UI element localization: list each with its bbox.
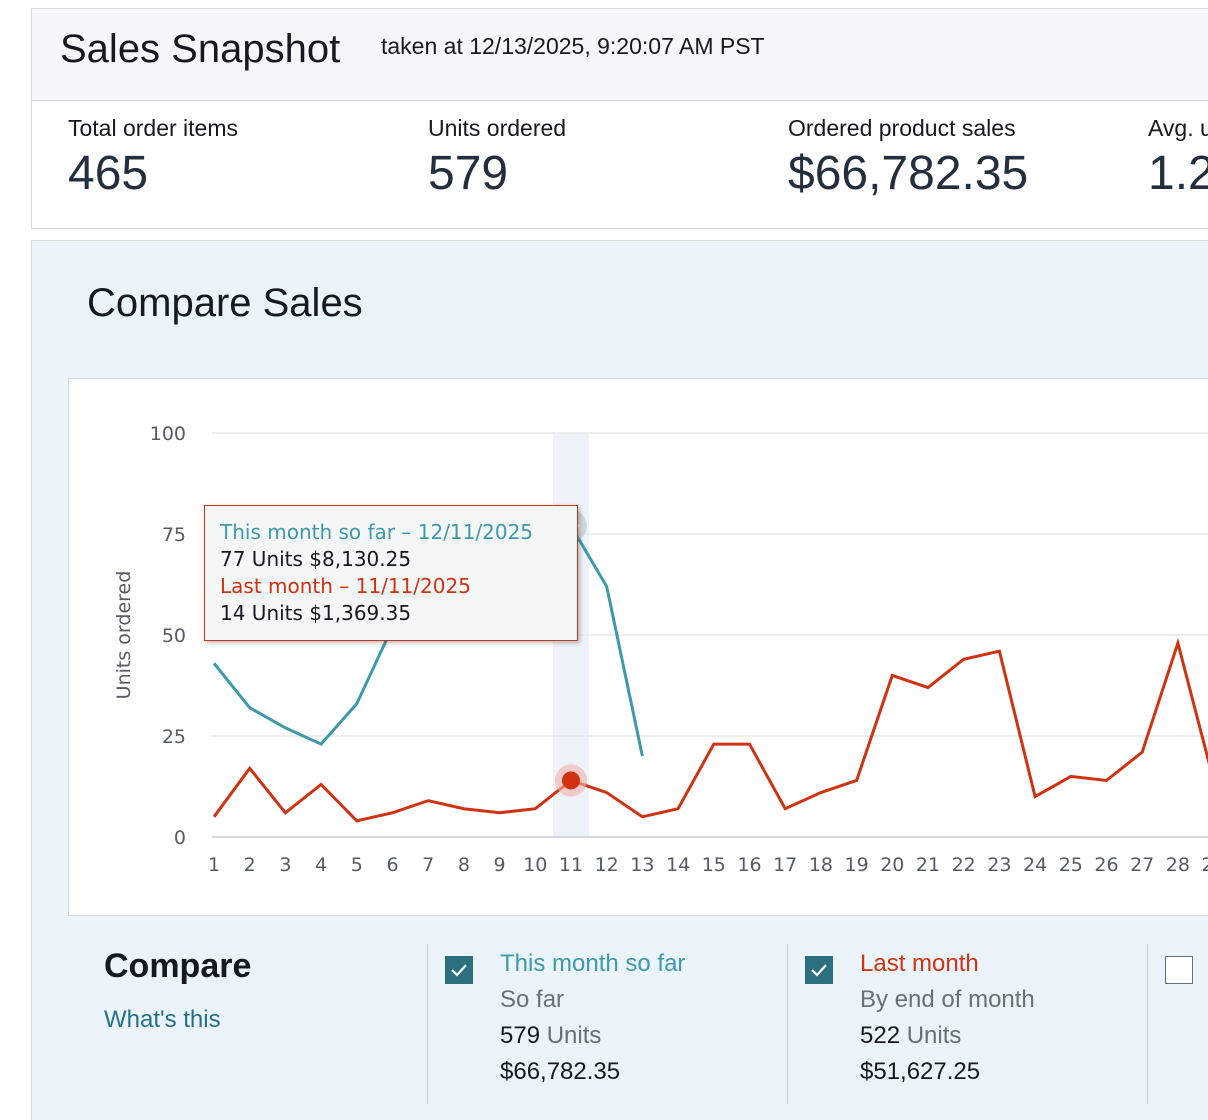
x-tick-label: 16 xyxy=(737,854,761,876)
snapshot-timestamp: taken at 12/13/2025, 9:20:07 AM PST xyxy=(381,33,765,59)
y-axis-label: Units ordered xyxy=(113,571,135,700)
x-tick-label: 25 xyxy=(1059,854,1083,876)
this-month-units: 579 Units xyxy=(500,1018,685,1054)
metric-label: Units ordered xyxy=(428,115,567,141)
sales-snapshot-header: Sales Snapshot taken at 12/13/2025, 9:20… xyxy=(31,8,1208,101)
this-month-label: This month so far xyxy=(500,950,686,977)
this-month-sub: So far xyxy=(500,986,565,1013)
x-tick-label: 24 xyxy=(1023,854,1047,876)
x-tick-label: 29 xyxy=(1202,854,1208,876)
divider xyxy=(427,944,428,1104)
metrics-row: Total order items 465 Units ordered 579 … xyxy=(31,101,1208,229)
metric-value: 465 xyxy=(68,147,149,200)
x-tick-label: 13 xyxy=(630,854,654,876)
tooltip-last-month-label: Last month – 11/11/2025 xyxy=(220,574,471,598)
x-tick-label: 5 xyxy=(351,854,363,876)
metric-label: Ordered product sales xyxy=(788,115,1016,141)
metric-total-order-items: Total order items 465 xyxy=(68,115,238,201)
x-tick-label: 18 xyxy=(809,854,833,876)
tooltip-this-month-label: This month so far – 12/11/2025 xyxy=(220,520,534,544)
metric-avg-units: Avg. u 1.2 xyxy=(1148,115,1208,201)
units-value: 579 xyxy=(500,1022,541,1049)
divider xyxy=(787,944,788,1104)
check-icon xyxy=(811,964,827,977)
x-tick-label: 22 xyxy=(952,854,976,876)
last-month-checkbox[interactable] xyxy=(805,956,833,984)
x-tick-label: 17 xyxy=(773,854,797,876)
last-month-label: Last month xyxy=(860,950,979,977)
metric-value: 1.2 xyxy=(1148,147,1208,200)
x-tick-label: 10 xyxy=(523,854,547,876)
this-month-checkbox[interactable] xyxy=(445,956,473,984)
x-tick-label: 20 xyxy=(880,854,904,876)
y-tick-label: 50 xyxy=(162,625,186,647)
compare-sales-panel: Compare Sales 0 25 50 75 100 1 2 3 4 5 6 7 8 9 10 11 12 1… xyxy=(31,240,1208,1120)
x-tick-label: 19 xyxy=(845,854,869,876)
y-tick-label: 100 xyxy=(150,423,186,445)
metric-units-ordered: Units ordered 579 xyxy=(428,115,566,201)
extra-compare-checkbox[interactable] xyxy=(1165,956,1193,984)
x-tick-label: 11 xyxy=(559,854,583,876)
y-tick-label: 75 xyxy=(162,524,186,546)
compare-heading: Compare xyxy=(104,947,252,985)
units-value: 522 xyxy=(860,1022,901,1049)
x-tick-label: 26 xyxy=(1094,854,1118,876)
units-word: Units xyxy=(906,1022,962,1049)
x-tick-label: 12 xyxy=(595,854,619,876)
x-tick-label: 3 xyxy=(279,854,291,876)
series-line-last-month xyxy=(212,637,1208,823)
x-tick-label: 9 xyxy=(494,854,506,876)
snapshot-title: Sales Snapshot xyxy=(60,27,341,71)
units-word: Units xyxy=(546,1022,602,1049)
x-tick-label: 6 xyxy=(386,854,398,876)
whats-this-link[interactable]: What's this xyxy=(104,1006,221,1033)
chart-card: 0 25 50 75 100 1 2 3 4 5 6 7 8 9 10 11 12 13 14 15 16 17 18 19 2… xyxy=(68,378,1208,916)
x-tick-label: 4 xyxy=(315,854,327,876)
x-tick-label: 7 xyxy=(422,854,434,876)
last-month-point-marker xyxy=(562,771,580,790)
compare-sales-title: Compare Sales xyxy=(87,281,363,325)
this-month-sales: $66,782.35 xyxy=(500,1058,621,1085)
metric-value: 579 xyxy=(428,147,509,200)
metric-label: Total order items xyxy=(68,115,239,141)
x-tick-label: 15 xyxy=(702,854,726,876)
metric-label: Avg. u xyxy=(1148,115,1208,141)
tooltip-this-month-value: 77 Units $8,130.25 xyxy=(220,547,412,571)
x-tick-label: 21 xyxy=(916,854,940,876)
metric-value: $66,782.35 xyxy=(788,147,1029,200)
x-tick-label: 28 xyxy=(1166,854,1190,876)
x-tick-label: 14 xyxy=(666,854,690,876)
x-tick-label: 2 xyxy=(244,854,256,876)
divider xyxy=(1147,944,1148,1104)
last-month-units: 522 Units xyxy=(860,1018,1035,1054)
check-icon xyxy=(451,964,467,977)
x-tick-label: 1 xyxy=(208,854,220,876)
last-month-sub: By end of month xyxy=(860,986,1035,1013)
x-tick-label: 27 xyxy=(1130,854,1154,876)
metric-ordered-product-sales: Ordered product sales $66,782.35 xyxy=(788,115,1028,201)
y-tick-label: 25 xyxy=(162,726,186,748)
y-tick-label: 0 xyxy=(174,827,186,849)
tooltip-last-month-value: 14 Units $1,369.35 xyxy=(220,601,412,625)
last-month-sales: $51,627.25 xyxy=(860,1058,981,1085)
chart-tooltip: This month so far – 12/11/2025 77 Units … xyxy=(204,505,578,641)
x-tick-label: 8 xyxy=(458,854,470,876)
x-tick-label: 23 xyxy=(987,854,1011,876)
